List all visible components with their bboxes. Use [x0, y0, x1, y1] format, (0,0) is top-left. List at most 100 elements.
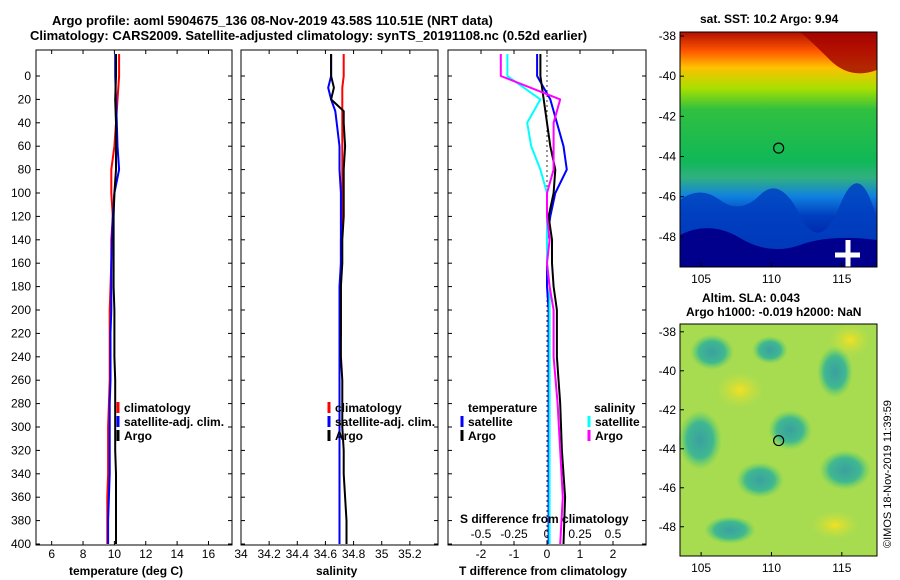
- lon-tick-label: 105: [691, 561, 711, 575]
- legend-temperature-title: temperature: [468, 401, 538, 415]
- sla-eddy: [817, 346, 853, 398]
- salinity-axis-label: salinity: [316, 564, 358, 578]
- x-tick-label: 0: [544, 547, 551, 561]
- lat-tick-label: -38: [659, 325, 677, 339]
- x-tick-label: -2: [476, 547, 487, 561]
- depth-tick-label: 140: [11, 233, 31, 247]
- legend-s-argo-label: Argo: [595, 429, 623, 443]
- s-tick-label: -0.25: [500, 527, 528, 541]
- sla-eddy: [819, 450, 871, 490]
- t-difference-axis-label: T difference from climatology: [459, 564, 627, 578]
- sla-argo-marker: [773, 434, 785, 447]
- depth-tick-label: 360: [11, 490, 31, 504]
- sla-map-title-line1: Altim. SLA: 0.043: [702, 291, 800, 305]
- legend-climatology-label: climatology: [335, 401, 402, 415]
- sla-map-axes: -38 -40 -42 -44 -46 -48 105 110 115: [659, 325, 852, 575]
- depth-tick-label: 200: [11, 303, 31, 317]
- sla-eddy: [736, 462, 784, 498]
- series-line-argo: [330, 54, 348, 544]
- series-line-argo: [112, 54, 117, 544]
- depth-tick-label: 400: [11, 537, 31, 551]
- series-line-t-argo: [539, 54, 567, 545]
- x-tick-label: 34: [234, 547, 248, 561]
- lat-tick-label: -42: [659, 403, 677, 417]
- depth-tick-label: 340: [11, 467, 31, 481]
- s-difference-axis-label: S difference from climatology: [460, 512, 629, 526]
- x-tick-label: 6: [48, 547, 55, 561]
- lat-tick-label: -46: [659, 481, 677, 495]
- s-tick-label: 0.25: [568, 527, 592, 541]
- sst-land-mask: [835, 240, 860, 267]
- depth-tick-label: 300: [11, 420, 31, 434]
- depth-tick-label: 240: [11, 350, 31, 364]
- lat-tick-label: -38: [659, 29, 677, 43]
- x-tick-label: 35: [375, 547, 389, 561]
- series-line-s-satellite: [506, 54, 551, 544]
- sla-map: [678, 323, 878, 557]
- depth-tick-label: 320: [11, 443, 31, 457]
- legend-satellite-label: satellite-adj. clim.: [335, 415, 435, 429]
- lat-tick-label: -42: [659, 109, 677, 123]
- legend-climatology-label: climatology: [124, 401, 191, 415]
- x-tick-label: 8: [80, 547, 87, 561]
- sla-map-title-line2: Argo h1000: -0.019 h2000: NaN: [686, 305, 861, 319]
- sla-eddy: [678, 410, 722, 470]
- lat-tick-label: -44: [659, 150, 677, 164]
- sst-argo-marker: [773, 142, 785, 154]
- sla-eddy: [704, 516, 756, 544]
- x-tick-label: 34.6: [314, 547, 338, 561]
- lat-tick-label: -46: [659, 190, 677, 204]
- s-tick-label: -0.5: [471, 527, 492, 541]
- x-tick-label: 2: [610, 547, 617, 561]
- sst-map-title: sat. SST: 10.2 Argo: 9.94: [700, 12, 839, 26]
- depth-tick-label: 280: [11, 397, 31, 411]
- legend-salinity-title: salinity: [594, 401, 636, 415]
- figure-title-line1: Argo profile: aoml 5904675_136 08-Nov-20…: [52, 13, 493, 28]
- temperature-legend: climatology satellite-adj. clim. Argo: [116, 401, 224, 443]
- lon-tick-label: 110: [762, 272, 781, 286]
- sla-high: [830, 324, 870, 356]
- depth-tick-label: 80: [18, 163, 32, 177]
- depth-tick-label: 60: [18, 139, 32, 153]
- sst-map: [679, 31, 878, 268]
- axis-ticks: 6 8 10 12 14 16 34 34.2 34.4 34.6 34.8 35 35.2 -2 -1 0 1…: [36, 50, 646, 561]
- lon-tick-label: 115: [832, 561, 851, 575]
- imos-credit: ©IMOS 18-Nov-2019 11:39:59: [882, 400, 894, 548]
- x-tick-label: 34.8: [342, 547, 366, 561]
- sst-map-axes: -38 -40 -42 -44 -46 -48 105 110 115: [659, 29, 852, 286]
- legend-t-satellite-label: satellite: [468, 415, 513, 429]
- depth-tick-label: 260: [11, 373, 31, 387]
- sst-warm-region: [800, 32, 877, 74]
- x-tick-label: 12: [139, 547, 153, 561]
- depth-tick-label: 40: [18, 116, 32, 130]
- profile-lines: [106, 54, 568, 545]
- x-tick-label: 34.2: [257, 547, 281, 561]
- depth-tick-label: 0: [24, 69, 31, 83]
- series-line-satellite-adj-clim-: [107, 54, 121, 544]
- legend-s-satellite-label: satellite: [595, 415, 640, 429]
- s-tick-label: 0: [544, 527, 551, 541]
- sla-eddy: [690, 334, 734, 370]
- depth-tick-label: 20: [18, 92, 32, 106]
- temperature-axis-label: temperature (deg C): [69, 564, 183, 578]
- series-line-satellite-adj-clim-: [327, 54, 342, 544]
- lat-tick-label: -40: [659, 69, 677, 83]
- s-tick-label: 0.5: [605, 527, 622, 541]
- series-line-s-argo: [499, 54, 564, 545]
- legend-argo-label: Argo: [335, 429, 363, 443]
- sst-coldest-region: [680, 228, 877, 267]
- lat-tick-label: -40: [659, 364, 677, 378]
- depth-tick-label: 120: [11, 209, 31, 223]
- salinity-legend: climatology satellite-adj. clim. Argo: [327, 401, 435, 443]
- depth-tick-label: 380: [11, 514, 31, 528]
- x-tick-label: 35.2: [398, 547, 422, 561]
- depth-tick-label: 160: [11, 256, 31, 270]
- lat-tick-label: -48: [659, 520, 677, 534]
- lon-tick-label: 115: [832, 272, 851, 286]
- lon-tick-label: 105: [691, 272, 711, 286]
- lon-tick-label: 110: [762, 561, 781, 575]
- x-tick-label: 34.4: [286, 547, 310, 561]
- sla-eddy: [752, 336, 788, 364]
- legend-argo-label: Argo: [124, 429, 152, 443]
- sla-high: [716, 372, 764, 408]
